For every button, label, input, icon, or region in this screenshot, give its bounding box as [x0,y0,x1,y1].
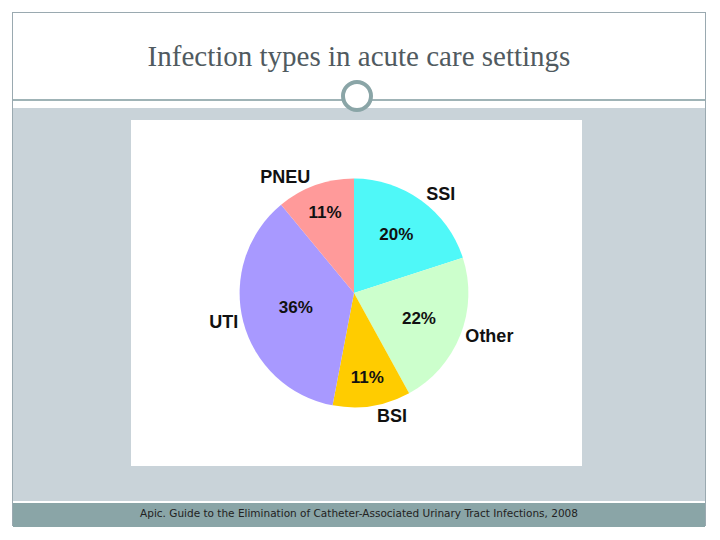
svg-text:11%: 11% [351,368,384,387]
html-text:Apic. Guide to the Elimination: Apic. Guide to the Elimination of Cathet… [140,507,578,519]
svg-text:22%: 22% [402,309,436,328]
svg-text:SSI: SSI [426,184,455,204]
svg-text:20%: 20% [379,225,413,244]
html-text:Infection types in acute care: Infection types in acute care settings [147,40,571,72]
svg-text:UTI: UTI [209,312,238,332]
svg-text:36%: 36% [279,298,313,317]
svg-text:Other: Other [465,326,513,346]
svg-text:11%: 11% [309,203,342,222]
svg-text:BSI: BSI [377,406,407,426]
svg-text:PNEU: PNEU [260,167,310,187]
